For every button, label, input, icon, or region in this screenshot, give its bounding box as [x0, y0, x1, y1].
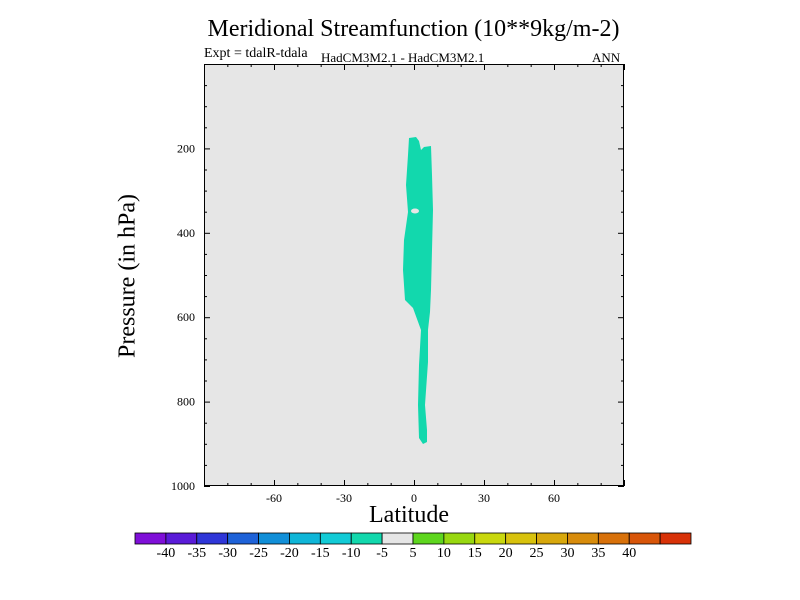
- colorbar-label: -5: [376, 546, 388, 561]
- colorbar-label: -25: [249, 546, 268, 561]
- experiment-label: Expt = tdalR-tdala: [204, 46, 308, 61]
- colorbar: [134, 532, 692, 545]
- colorbar-label: -35: [187, 546, 206, 561]
- colorbar-swatch: [536, 532, 568, 545]
- x-tick-label: 60: [548, 491, 560, 505]
- colorbar-swatch: [165, 532, 198, 545]
- colorbar-labels: -40 -35 -30 -25 -20 -15 -10 -5 5 10 15 20 25 30 35 40: [157, 546, 637, 561]
- colorbar-label: -10: [342, 546, 361, 561]
- colorbar-label: -40: [157, 546, 176, 561]
- colorbar-swatch: [319, 532, 352, 545]
- colorbar-swatch: [412, 532, 445, 545]
- y-tick-label: 400: [177, 226, 195, 240]
- colorbar-swatch: [134, 532, 167, 545]
- y-tick-label: 1000: [171, 479, 195, 493]
- x-tick-label: 0: [411, 491, 417, 505]
- colorbar-swatch: [567, 532, 599, 545]
- y-tick-label: 200: [177, 141, 195, 155]
- y-tick-label: 800: [177, 395, 195, 409]
- colorbar-swatch: [227, 532, 259, 545]
- colorbar-swatch: [289, 532, 321, 545]
- season-label: ANN: [592, 50, 621, 65]
- plot-frame: [204, 64, 624, 486]
- colorbar-swatch: [628, 532, 661, 545]
- model-label: HadCM3M2.1 - HadCM3M2.1: [321, 50, 485, 65]
- colorbar-swatch: [659, 532, 692, 545]
- colorbar-swatch: [597, 532, 630, 545]
- contour-hole: [411, 208, 419, 214]
- colorbar-swatch: [443, 532, 476, 545]
- colorbar-swatch: [505, 532, 537, 545]
- colorbar-label: 5: [410, 546, 417, 561]
- colorbar-swatch: [258, 532, 290, 545]
- x-tick-label: 30: [478, 491, 490, 505]
- colorbar-swatch: [474, 532, 507, 545]
- colorbar-label: 25: [530, 546, 544, 561]
- y-tick-labels: 200 400 600 800 1000: [171, 141, 195, 493]
- x-tick-label: -30: [336, 491, 352, 505]
- colorbar-swatch: [196, 532, 229, 545]
- colorbar-label: -30: [218, 546, 237, 561]
- colorbar-label: 15: [468, 546, 482, 561]
- colorbar-label: -20: [280, 546, 299, 561]
- y-tick-label: 600: [177, 310, 195, 324]
- colorbar-label: 10: [437, 546, 451, 561]
- x-tick-labels: -60 -30 0 30 60: [266, 491, 560, 505]
- x-tick-label: -60: [266, 491, 282, 505]
- colorbar-label: 30: [560, 546, 574, 561]
- filled-contour-region: [403, 137, 433, 444]
- colorbar-swatch: [381, 532, 414, 545]
- chart-title: Meridional Streamfunction (10**9kg/m-2): [207, 16, 620, 42]
- x-axis-label: Latitude: [369, 502, 449, 528]
- colorbar-label: 20: [499, 546, 513, 561]
- colorbar-label: 35: [591, 546, 605, 561]
- colorbar-swatch: [350, 532, 383, 545]
- colorbar-label: -15: [311, 546, 330, 561]
- colorbar-label: 40: [622, 546, 636, 561]
